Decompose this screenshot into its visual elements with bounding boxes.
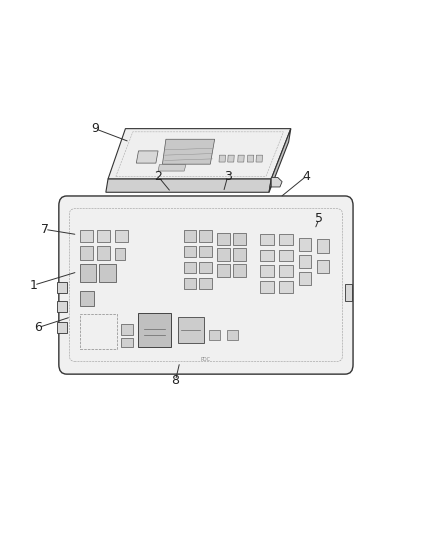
Text: 5: 5	[315, 212, 323, 225]
Bar	[184, 230, 196, 241]
Bar	[260, 249, 274, 261]
Bar	[57, 301, 67, 312]
Bar	[217, 232, 230, 245]
Bar	[80, 246, 93, 260]
Bar	[209, 330, 220, 340]
Bar	[57, 322, 67, 333]
Bar	[217, 264, 230, 277]
Bar	[299, 238, 311, 251]
Polygon shape	[256, 155, 262, 162]
Bar	[199, 278, 212, 289]
Bar	[115, 230, 127, 241]
Bar	[99, 264, 116, 282]
Bar	[233, 248, 247, 261]
Bar	[184, 278, 196, 289]
Bar	[227, 330, 238, 340]
FancyBboxPatch shape	[59, 196, 353, 374]
Polygon shape	[238, 155, 244, 162]
Text: 1: 1	[30, 279, 38, 292]
Bar	[279, 281, 293, 293]
Polygon shape	[158, 165, 186, 171]
Bar	[57, 282, 67, 293]
Bar	[80, 292, 94, 306]
Text: 6: 6	[35, 321, 42, 334]
Bar	[317, 239, 329, 253]
Polygon shape	[269, 128, 291, 192]
Text: 3: 3	[224, 170, 232, 183]
Bar	[97, 246, 110, 260]
Polygon shape	[228, 155, 234, 162]
Bar	[279, 233, 293, 245]
Bar	[97, 230, 110, 241]
Bar	[80, 264, 96, 282]
Polygon shape	[136, 151, 158, 163]
Text: 4: 4	[302, 170, 310, 183]
Bar	[279, 265, 293, 277]
Polygon shape	[271, 177, 282, 187]
Polygon shape	[108, 128, 291, 179]
Bar	[121, 337, 133, 347]
Bar	[299, 255, 311, 268]
Bar	[80, 230, 93, 241]
Text: 2: 2	[154, 170, 162, 183]
Bar	[184, 246, 196, 257]
Bar	[138, 313, 171, 347]
Bar	[260, 233, 274, 245]
Bar	[178, 317, 204, 343]
Bar	[233, 264, 247, 277]
Bar	[199, 262, 212, 273]
Polygon shape	[162, 139, 215, 164]
Bar	[115, 248, 125, 260]
Polygon shape	[219, 155, 226, 162]
Bar	[80, 314, 117, 349]
Bar	[121, 324, 133, 335]
Bar	[345, 284, 352, 301]
Bar	[217, 248, 230, 261]
Bar	[260, 265, 274, 277]
Bar	[260, 281, 274, 293]
Text: PDC: PDC	[201, 357, 211, 362]
Bar	[279, 249, 293, 261]
Text: 8: 8	[172, 374, 180, 387]
Text: 7: 7	[41, 223, 49, 236]
Bar	[317, 260, 329, 273]
Polygon shape	[247, 155, 254, 162]
Text: 9: 9	[91, 122, 99, 135]
Bar	[299, 272, 311, 285]
Bar	[233, 232, 247, 245]
Polygon shape	[106, 179, 271, 192]
Bar	[184, 262, 196, 273]
Bar	[199, 230, 212, 241]
Bar	[199, 246, 212, 257]
